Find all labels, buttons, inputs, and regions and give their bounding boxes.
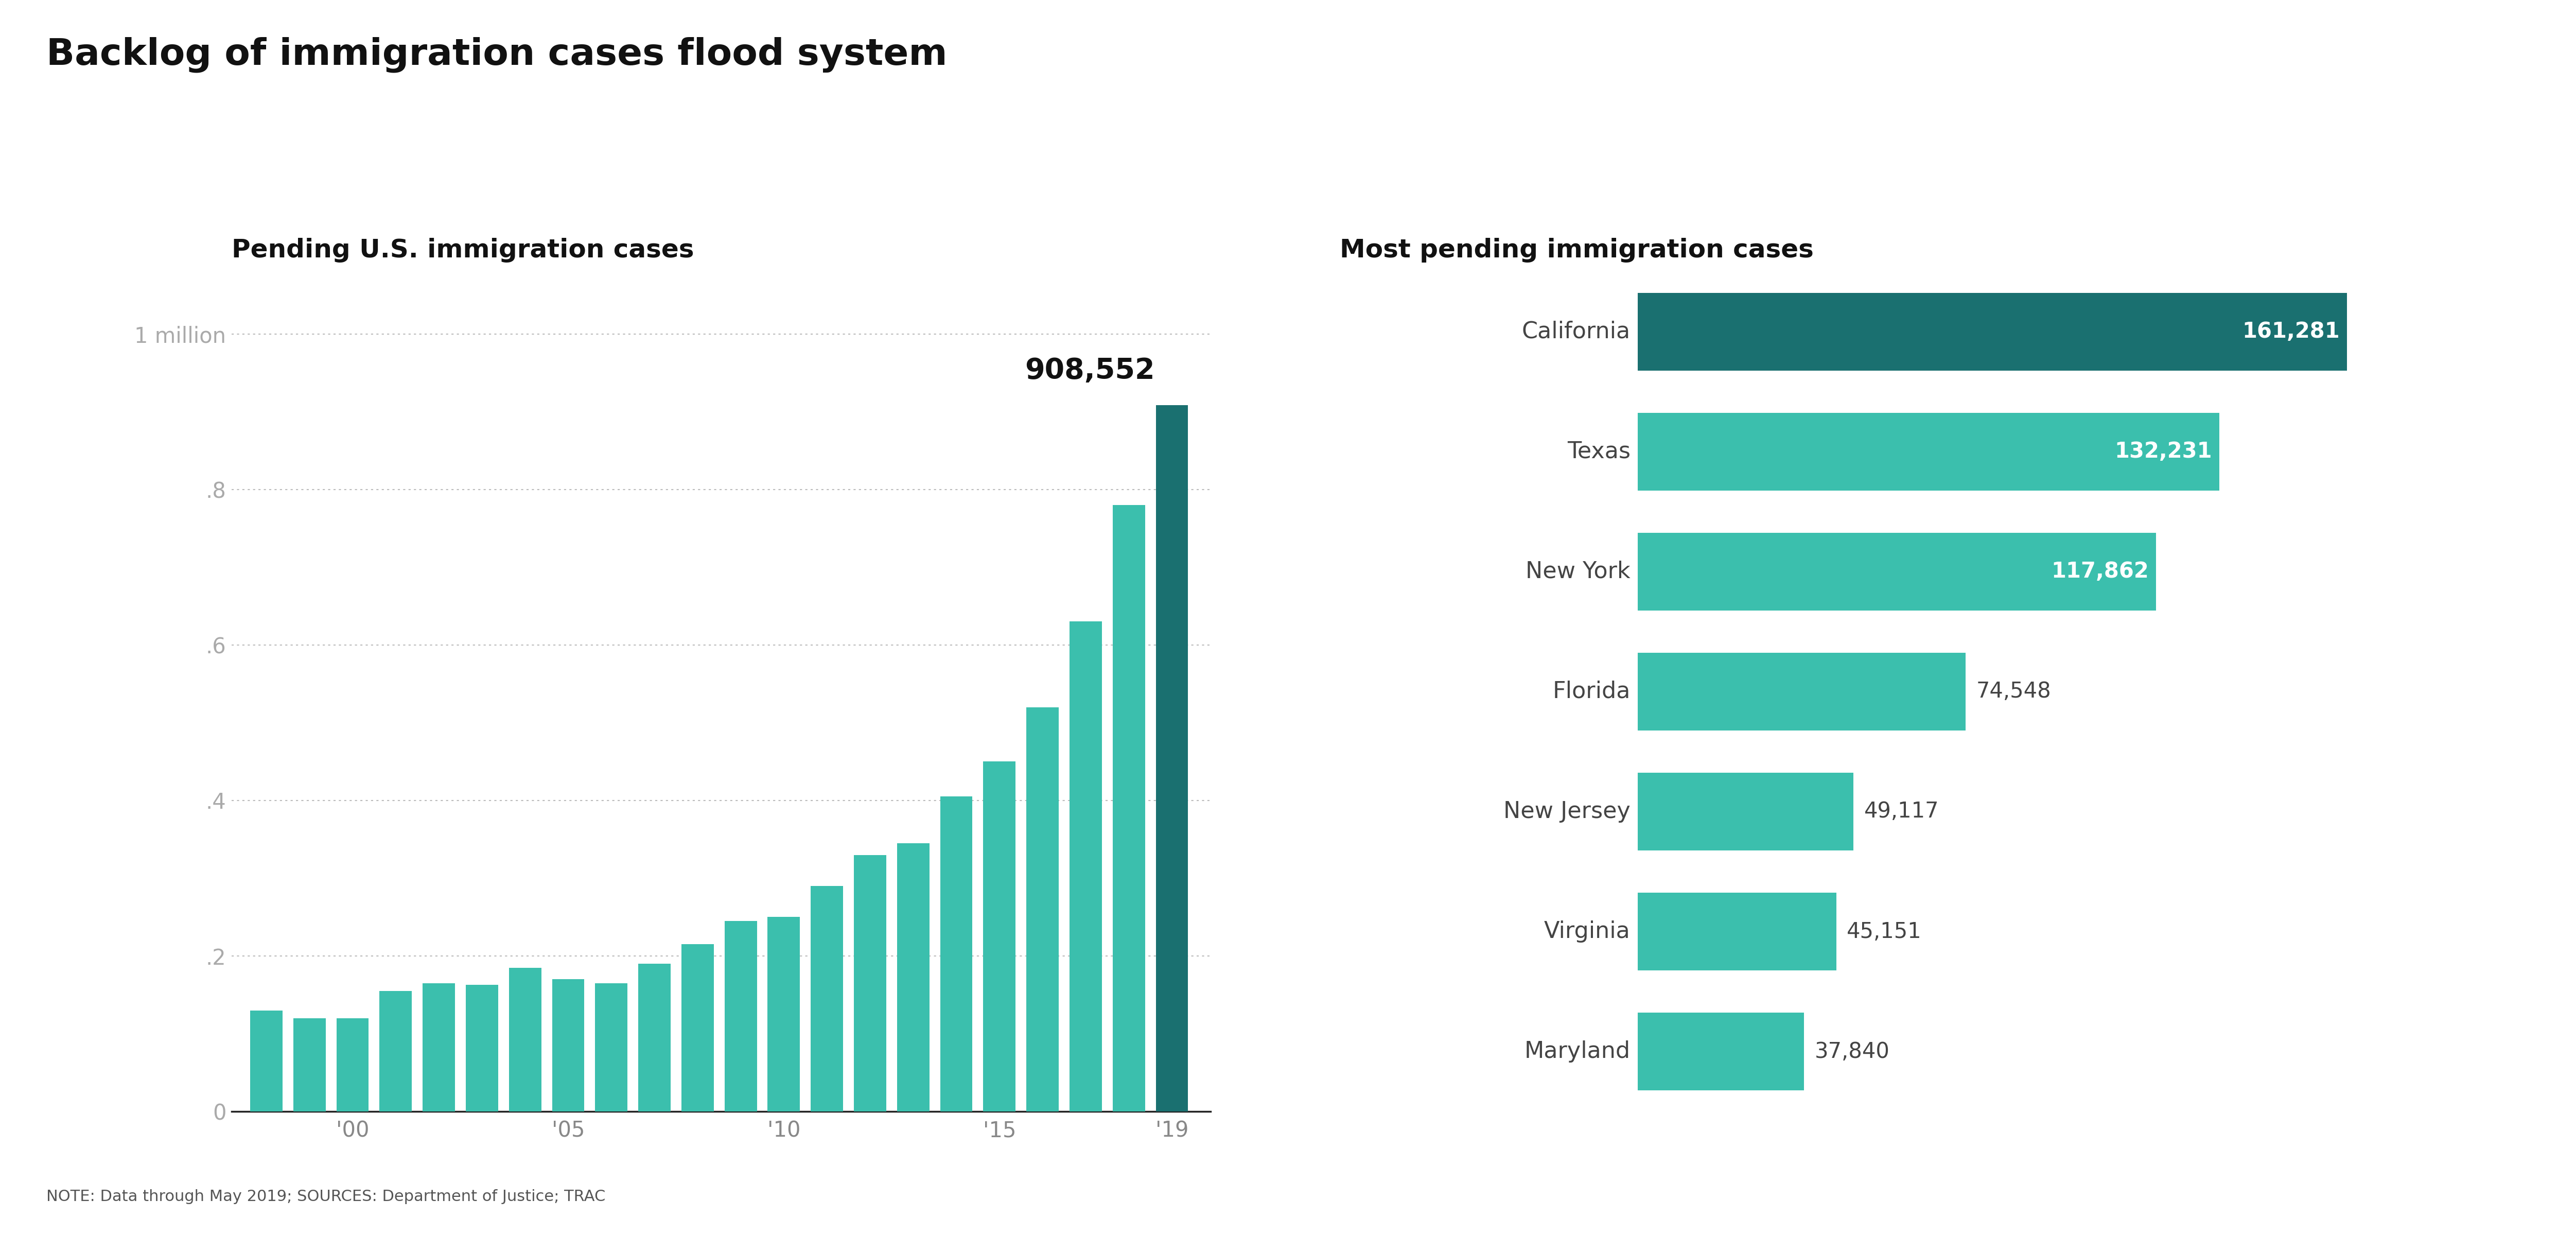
Bar: [466, 984, 497, 1112]
Bar: [551, 979, 585, 1112]
Bar: [337, 1018, 368, 1112]
Bar: [853, 855, 886, 1112]
Bar: [510, 968, 541, 1112]
Text: New York: New York: [1525, 561, 1631, 583]
Text: Maryland: Maryland: [1525, 1040, 1631, 1062]
Bar: [811, 885, 842, 1112]
Bar: [595, 983, 629, 1112]
Bar: [1638, 532, 2156, 610]
Text: 45,151: 45,151: [1847, 921, 1922, 942]
Text: 37,840: 37,840: [1814, 1041, 1891, 1062]
Bar: [250, 1010, 283, 1112]
Bar: [1069, 621, 1103, 1112]
Text: California: California: [1522, 321, 1631, 343]
Text: Texas: Texas: [1566, 441, 1631, 463]
Bar: [1638, 893, 1837, 971]
Text: 132,231: 132,231: [2115, 441, 2213, 462]
Bar: [639, 963, 670, 1112]
Bar: [683, 945, 714, 1112]
Text: NOTE: Data through May 2019; SOURCES: Department of Justice; TRAC: NOTE: Data through May 2019; SOURCES: De…: [46, 1189, 605, 1204]
Bar: [294, 1018, 325, 1112]
Bar: [1638, 293, 2347, 371]
Bar: [379, 990, 412, 1112]
Bar: [1025, 708, 1059, 1112]
Text: 74,548: 74,548: [1976, 680, 2050, 703]
Bar: [768, 918, 801, 1112]
Bar: [1638, 652, 1965, 731]
Bar: [1113, 505, 1144, 1112]
Bar: [984, 762, 1015, 1112]
Bar: [1157, 405, 1188, 1112]
Text: 49,117: 49,117: [1865, 800, 1940, 823]
Text: 117,862: 117,862: [2050, 561, 2148, 583]
Bar: [1638, 773, 1855, 851]
Text: New Jersey: New Jersey: [1504, 800, 1631, 823]
Text: 161,281: 161,281: [2241, 321, 2339, 342]
Text: 908,552: 908,552: [1025, 357, 1154, 384]
Bar: [422, 983, 456, 1112]
Text: Most pending immigration cases: Most pending immigration cases: [1340, 238, 1814, 263]
Text: Pending U.S. immigration cases: Pending U.S. immigration cases: [232, 238, 696, 263]
Text: Virginia: Virginia: [1543, 920, 1631, 942]
Bar: [724, 921, 757, 1112]
Bar: [1638, 1013, 1803, 1091]
Text: Backlog of immigration cases flood system: Backlog of immigration cases flood syste…: [46, 37, 948, 73]
Bar: [1638, 412, 2221, 490]
Bar: [940, 797, 974, 1112]
Bar: [896, 844, 930, 1112]
Text: Florida: Florida: [1553, 680, 1631, 703]
